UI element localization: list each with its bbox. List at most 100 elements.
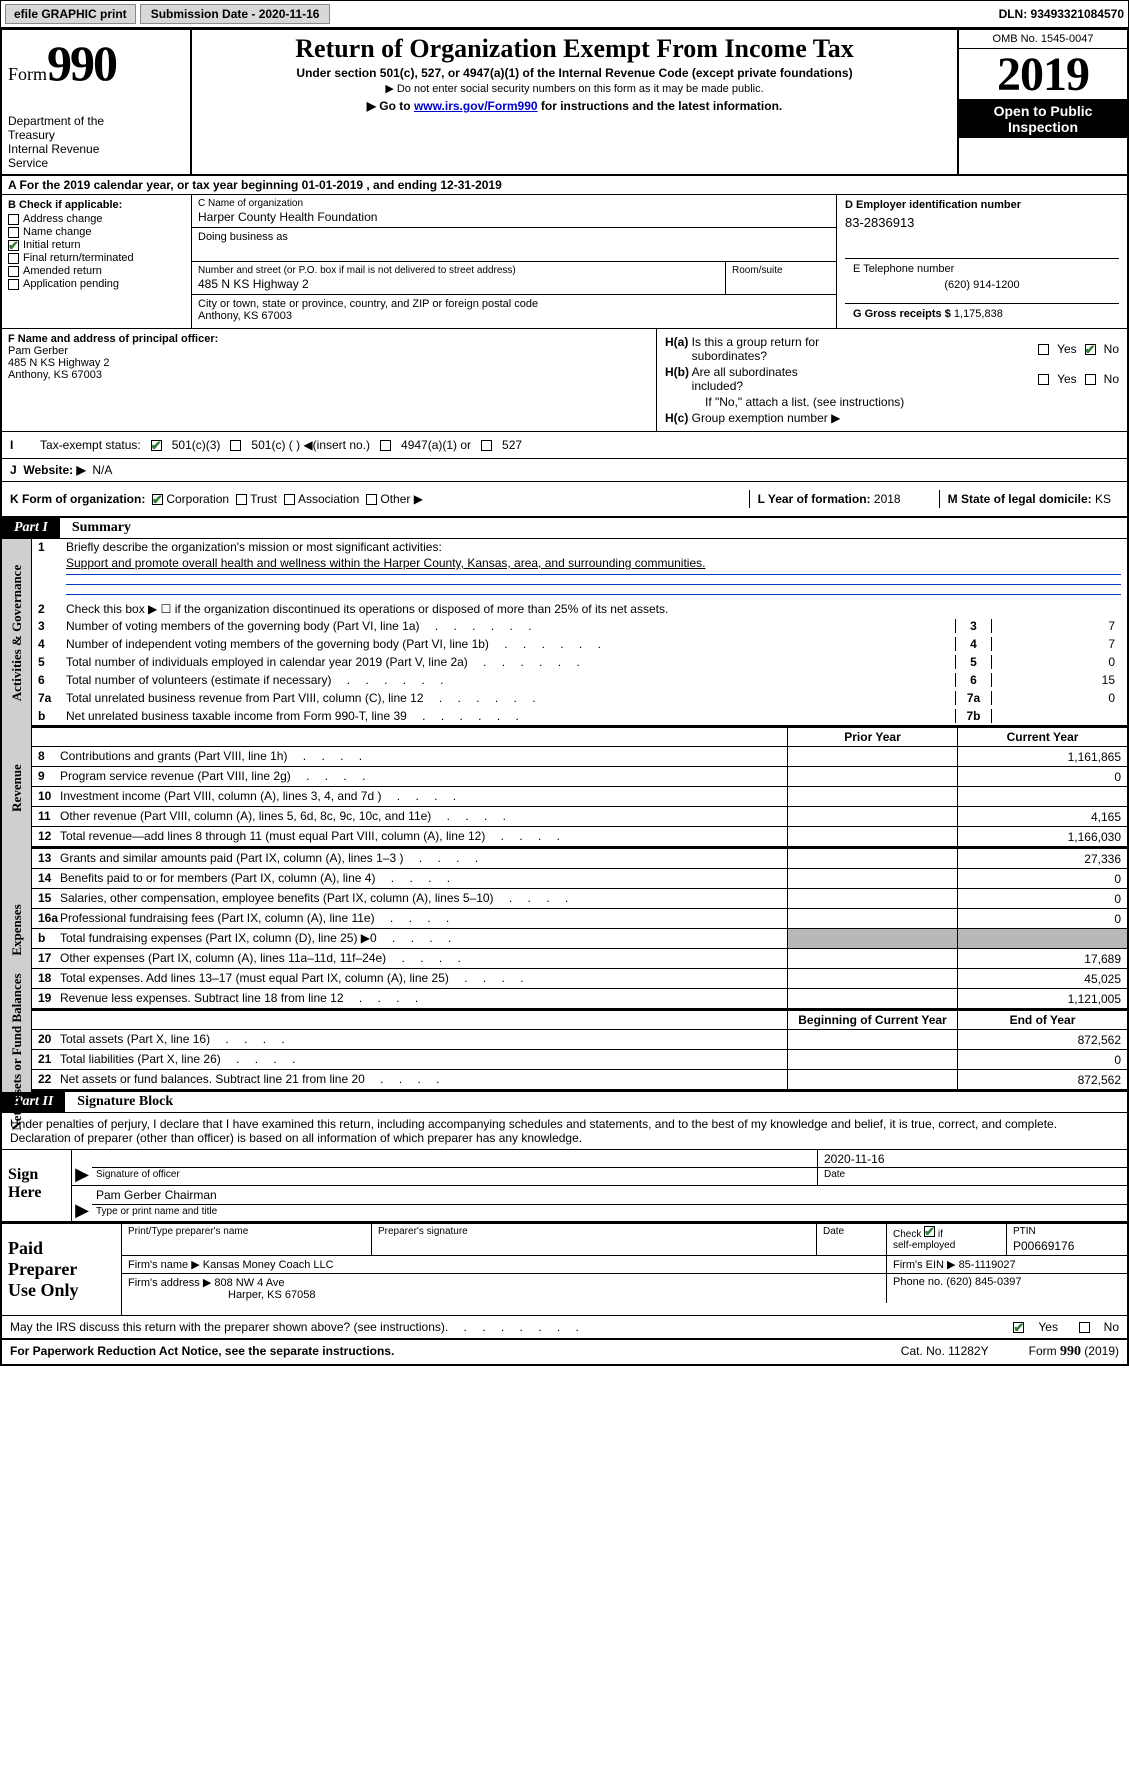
- department-label: Department of theTreasuryInternal Revenu…: [8, 114, 184, 170]
- rule-line: [66, 581, 1121, 585]
- summary-line: 4Number of independent voting members of…: [32, 635, 1127, 653]
- vtab-governance: Activities & Governance: [2, 539, 32, 727]
- checkbox-discuss-yes[interactable]: [1013, 1322, 1024, 1333]
- vtab-netassets: Net Assets or Fund Balances: [2, 1011, 32, 1092]
- summary-line: 16aProfessional fundraising fees (Part I…: [32, 909, 1127, 929]
- signature-date: 2020-11-16: [818, 1150, 1127, 1168]
- arrow-icon: ▶: [72, 1186, 92, 1221]
- summary-line: 6Total number of volunteers (estimate if…: [32, 671, 1127, 689]
- checkbox-trust[interactable]: [236, 494, 247, 505]
- row-i: I Tax-exempt status: 501(c)(3) 501(c) ( …: [2, 432, 1127, 459]
- checkbox-corporation[interactable]: [152, 494, 163, 505]
- checkbox-other[interactable]: [366, 494, 377, 505]
- org-name-box: C Name of organization Harper County Hea…: [192, 195, 836, 228]
- org-name: Harper County Health Foundation: [198, 210, 830, 224]
- open-to-public-badge: Open to PublicInspection: [959, 100, 1127, 138]
- summary-line: 20Total assets (Part X, line 16) . . . .…: [32, 1030, 1127, 1050]
- top-toolbar: efile GRAPHIC print Submission Date - 20…: [0, 0, 1129, 28]
- perjury-statement: Under penalties of perjury, I declare th…: [2, 1113, 1127, 1150]
- summary-line: 5Total number of individuals employed in…: [32, 653, 1127, 671]
- checkbox-hb-yes[interactable]: [1038, 374, 1049, 385]
- form-subtitle-2: ▶ Do not enter social security numbers o…: [200, 82, 949, 95]
- discuss-row: May the IRS discuss this return with the…: [2, 1316, 1127, 1340]
- box-h: H(a) Is this a group return for subordin…: [657, 329, 1127, 431]
- checkbox-527[interactable]: [481, 440, 492, 451]
- checkbox-501c3[interactable]: [151, 440, 162, 451]
- form-footer: For Paperwork Reduction Act Notice, see …: [2, 1340, 1127, 1364]
- section-fh: F Name and address of principal officer:…: [2, 329, 1127, 432]
- summary-line: 7aTotal unrelated business revenue from …: [32, 689, 1127, 707]
- dba-box: Doing business as: [192, 228, 836, 262]
- form-subtitle-3: ▶ Go to www.irs.gov/Form990 for instruct…: [200, 99, 949, 113]
- form-word: Form: [8, 64, 47, 84]
- checkbox-application-pending[interactable]: [8, 279, 19, 290]
- signature-field[interactable]: [92, 1150, 817, 1168]
- period-row: A For the 2019 calendar year, or tax yea…: [2, 176, 1127, 195]
- rule-line: [66, 571, 1121, 575]
- checkbox-name-change[interactable]: [8, 227, 19, 238]
- checkbox-self-employed[interactable]: [924, 1226, 935, 1237]
- tax-year: 2019: [959, 49, 1127, 100]
- form-number: 990: [47, 35, 116, 91]
- checkbox-final-return[interactable]: [8, 253, 19, 264]
- checkbox-ha-no[interactable]: [1085, 344, 1096, 355]
- summary-governance: Activities & Governance 1Briefly describ…: [2, 539, 1127, 727]
- efile-button[interactable]: efile GRAPHIC print: [5, 4, 136, 24]
- summary-line: 9Program service revenue (Part VIII, lin…: [32, 767, 1127, 787]
- summary-revenue: Revenue Prior Year Current Year 8Contrib…: [2, 727, 1127, 849]
- box-cd: C Name of organization Harper County Hea…: [192, 195, 1127, 328]
- form-id-box: Form990 Department of theTreasuryInterna…: [2, 30, 192, 174]
- summary-line: 8Contributions and grants (Part VIII, li…: [32, 747, 1127, 767]
- checkbox-initial-return[interactable]: [8, 240, 19, 251]
- checkbox-501c[interactable]: [230, 440, 241, 451]
- dln-label: DLN: 93493321084570: [999, 7, 1124, 21]
- gross-receipts: 1,175,838: [954, 308, 1003, 320]
- summary-line: 12Total revenue—add lines 8 through 11 (…: [32, 827, 1127, 847]
- rule-line: [66, 591, 1121, 595]
- checkbox-4947[interactable]: [380, 440, 391, 451]
- city-box: City or town, state or province, country…: [192, 295, 836, 325]
- street-box: Number and street (or P.O. box if mail i…: [192, 262, 726, 294]
- omb-number: OMB No. 1545-0047: [959, 30, 1127, 49]
- phone-value: (620) 914-1200: [853, 279, 1111, 291]
- row-j: J Website: ▶ N/A: [2, 459, 1127, 482]
- sign-here-label: Sign Here: [2, 1150, 72, 1221]
- checkbox-amended-return[interactable]: [8, 266, 19, 277]
- part-i-header: Part I Summary: [2, 518, 1127, 539]
- year-box: OMB No. 1545-0047 2019 Open to PublicIns…: [957, 30, 1127, 174]
- form-title-box: Return of Organization Exempt From Incom…: [192, 30, 957, 174]
- box-d: D Employer identification number 83-2836…: [837, 195, 1127, 328]
- summary-netassets: Net Assets or Fund Balances Beginning of…: [2, 1011, 1127, 1092]
- ein-value: 83-2836913: [845, 215, 1119, 230]
- summary-expenses: Expenses 13Grants and similar amounts pa…: [2, 849, 1127, 1011]
- form-container: Form990 Department of theTreasuryInterna…: [0, 28, 1129, 1366]
- form-header: Form990 Department of theTreasuryInterna…: [2, 30, 1127, 176]
- part-ii-header: Part II Signature Block: [2, 1092, 1127, 1113]
- checkbox-association[interactable]: [284, 494, 295, 505]
- form-title: Return of Organization Exempt From Incom…: [200, 34, 949, 64]
- summary-line: bTotal fundraising expenses (Part IX, co…: [32, 929, 1127, 949]
- paid-preparer-label: PaidPreparerUse Only: [2, 1224, 122, 1315]
- summary-line: 19Revenue less expenses. Subtract line 1…: [32, 989, 1127, 1009]
- suite-box: Room/suite: [726, 262, 836, 294]
- checkbox-ha-yes[interactable]: [1038, 344, 1049, 355]
- checkbox-address-change[interactable]: [8, 214, 19, 225]
- checkbox-hb-no[interactable]: [1085, 374, 1096, 385]
- summary-line: 14Benefits paid to or for members (Part …: [32, 869, 1127, 889]
- checkbox-discuss-no[interactable]: [1079, 1322, 1090, 1333]
- box-b: B Check if applicable: Address change Na…: [2, 195, 192, 328]
- irs-link[interactable]: www.irs.gov/Form990: [414, 99, 538, 113]
- form-subtitle-1: Under section 501(c), 527, or 4947(a)(1)…: [200, 66, 949, 80]
- submission-date-box: Submission Date - 2020-11-16: [140, 4, 331, 24]
- summary-line: 15Salaries, other compensation, employee…: [32, 889, 1127, 909]
- summary-line: 3Number of voting members of the governi…: [32, 617, 1127, 635]
- box-f: F Name and address of principal officer:…: [2, 329, 657, 431]
- officer-name: Pam Gerber Chairman: [92, 1186, 1127, 1205]
- summary-line: 13Grants and similar amounts paid (Part …: [32, 849, 1127, 869]
- arrow-icon: ▶: [72, 1150, 92, 1185]
- summary-line: 10Investment income (Part VIII, column (…: [32, 787, 1127, 807]
- vtab-revenue: Revenue: [2, 727, 32, 849]
- row-k: K Form of organization: Corporation Trus…: [2, 482, 1127, 518]
- box-b-header: B Check if applicable:: [8, 199, 185, 211]
- summary-line: 18Total expenses. Add lines 13–17 (must …: [32, 969, 1127, 989]
